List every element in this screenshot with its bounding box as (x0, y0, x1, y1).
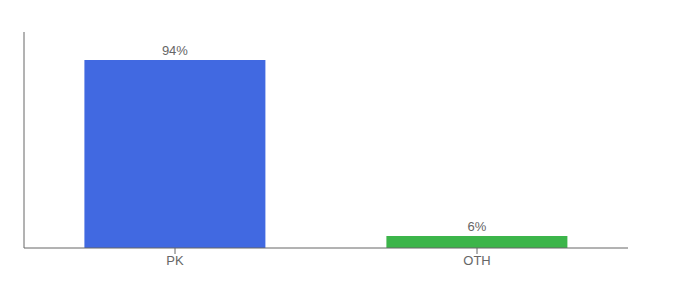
svg-text:PK: PK (166, 253, 184, 268)
svg-text:94%: 94% (162, 43, 188, 58)
svg-text:6%: 6% (468, 219, 487, 234)
svg-text:OTH: OTH (463, 253, 490, 268)
